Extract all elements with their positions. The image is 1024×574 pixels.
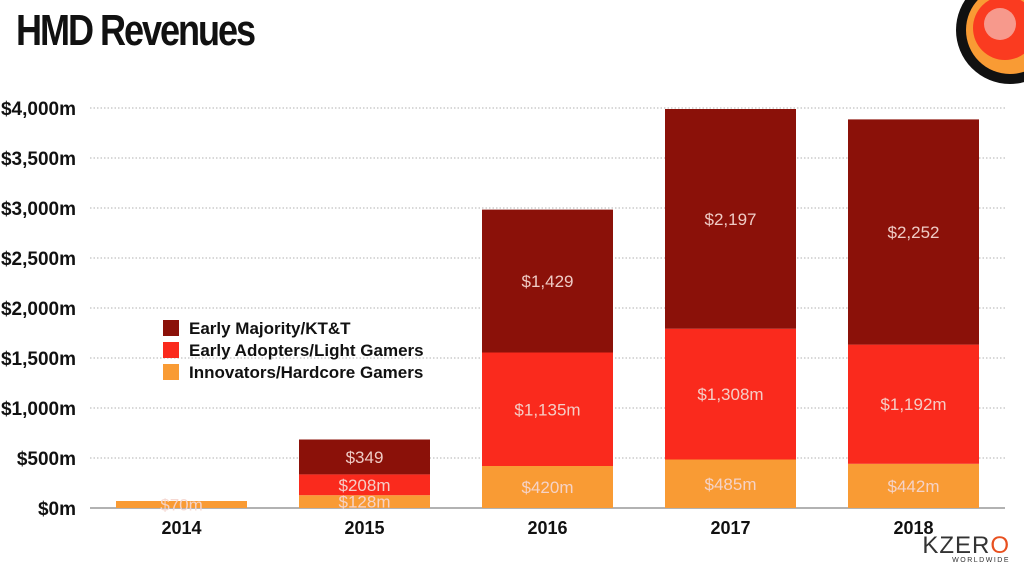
bar-segment (482, 466, 613, 508)
y-tick-label: $4,000m (1, 99, 76, 120)
x-tick-label: 2016 (527, 518, 567, 538)
bar-segment (116, 501, 247, 508)
brand-subtitle: WORLDWIDE (952, 557, 1010, 564)
legend-label: Early Adopters/Light Gamers (189, 341, 424, 360)
data-label: $208m (339, 476, 391, 495)
bar-segment (848, 344, 979, 464)
bar-segment (848, 463, 979, 508)
data-label: $1,308m (697, 385, 763, 404)
bar-segment (848, 119, 979, 345)
x-tick-label: 2017 (710, 518, 750, 538)
data-label: $349 (346, 448, 384, 467)
y-tick-label: $500m (17, 449, 76, 470)
y-axis-tick-labels: $0m $500m $1,000m $1,500m $2,000m $2,500m $3,0… (1, 99, 76, 520)
y-tick-label: $3,500m (1, 149, 76, 170)
brand-logo: KZERO WORLDWIDE (922, 532, 1010, 564)
x-tick-label: 2015 (344, 518, 384, 538)
legend-swatch (163, 342, 179, 358)
data-label: $70m (160, 496, 203, 515)
bar-segment (482, 209, 613, 353)
bar-segment (665, 328, 796, 460)
y-tick-label: $2,000m (1, 299, 76, 320)
legend-swatch (163, 364, 179, 380)
bar-segment (299, 495, 430, 508)
page-title: HMD Revenues (16, 6, 256, 55)
bar-segment (299, 439, 430, 475)
bar-segment (665, 459, 796, 508)
legend-swatch (163, 320, 179, 336)
data-label: $128m (339, 493, 391, 512)
data-label: $2,252 (888, 223, 940, 242)
y-tick-label: $3,000m (1, 199, 76, 220)
legend-label: Early Majority/KT&T (189, 319, 351, 338)
brand-name: KZERO (922, 532, 1010, 559)
bar-segment (482, 352, 613, 466)
y-tick-label: $2,500m (1, 249, 76, 270)
data-label: $1,192m (880, 395, 946, 414)
x-tick-label: 2014 (161, 518, 201, 538)
logo-icon (956, 0, 1024, 84)
legend: Early Majority/KT&T Early Adopters/Light … (163, 319, 424, 382)
data-label: $1,429 (522, 272, 574, 291)
bar-segment (299, 474, 430, 496)
data-label: $485m (705, 475, 757, 494)
y-tick-label: $0m (38, 499, 76, 520)
data-label: $1,135m (514, 400, 580, 419)
y-tick-label: $1,000m (1, 399, 76, 420)
legend-label: Innovators/Hardcore Gamers (189, 363, 423, 382)
y-tick-label: $1,500m (1, 349, 76, 370)
data-label: $442m (888, 477, 940, 496)
data-label: $420m (522, 478, 574, 497)
x-tick-label: 2018 (893, 518, 933, 538)
x-axis-tick-labels: 2014 2015 2016 2017 2018 (161, 518, 933, 538)
data-label: $2,197 (705, 210, 757, 229)
bars: $70m $128m$208m $349 $420m $1,135m $1,429 $485… (116, 109, 979, 515)
bar-segment (665, 109, 796, 329)
